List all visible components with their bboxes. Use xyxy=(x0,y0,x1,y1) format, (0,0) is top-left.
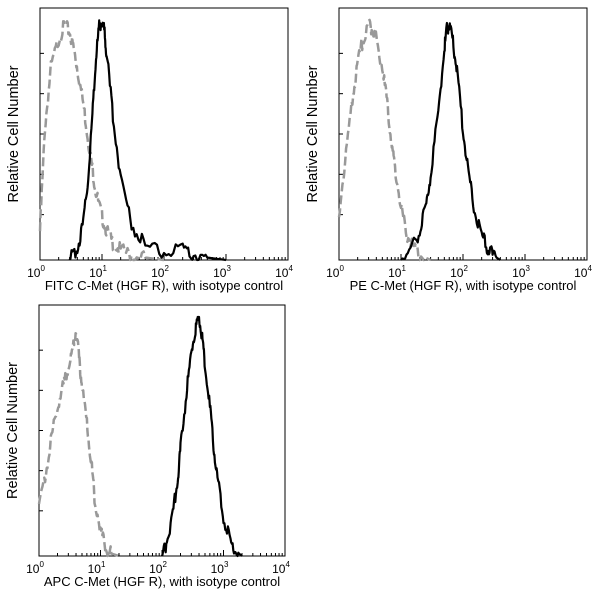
x-tick-exponent: 2 xyxy=(162,560,167,569)
x-tick-exponent: 1 xyxy=(102,264,107,273)
y-axis-label: Relative Cell Number xyxy=(5,362,21,499)
plot-frame xyxy=(38,304,286,557)
x-tick-exponent: 0 xyxy=(39,560,44,569)
x-axis-label: APC C-Met (HGF R), with isotype control xyxy=(44,574,280,589)
x-axis-label: PE C-Met (HGF R), with isotype control xyxy=(350,278,577,293)
x-tick-label: 100 xyxy=(326,264,344,280)
y-axis-label: Relative Cell Number xyxy=(6,65,22,202)
isotype-control-histogram xyxy=(38,20,165,262)
x-tick-exponent: 0 xyxy=(40,264,45,273)
x-tick-label: 100 xyxy=(27,264,45,280)
x-tick-exponent: 4 xyxy=(285,560,290,569)
isotype-control-histogram xyxy=(37,331,120,558)
isotype-control-histogram xyxy=(337,18,432,262)
plot-frame xyxy=(39,7,289,261)
x-tick-exponent: 4 xyxy=(587,264,592,273)
x-tick-exponent: 3 xyxy=(226,264,231,273)
x-tick-exponent: 1 xyxy=(401,264,406,273)
x-tick-label: 104 xyxy=(574,264,592,280)
c-met-histogram xyxy=(68,19,227,262)
x-tick-exponent: 2 xyxy=(463,264,468,273)
c-met-histogram xyxy=(160,315,243,558)
x-tick-exponent: 3 xyxy=(525,264,530,273)
y-axis-label: Relative Cell Number xyxy=(305,65,321,202)
x-tick-exponent: 0 xyxy=(339,264,344,273)
x-tick-label: 100 xyxy=(26,560,44,576)
x-tick-exponent: 3 xyxy=(224,560,229,569)
c-met-histogram xyxy=(400,21,501,261)
x-tick-exponent: 2 xyxy=(164,264,169,273)
x-tick-exponent: 4 xyxy=(288,264,293,273)
x-tick-exponent: 1 xyxy=(101,560,106,569)
x-axis-label: FITC C-Met (HGF R), with isotype control xyxy=(45,278,283,293)
